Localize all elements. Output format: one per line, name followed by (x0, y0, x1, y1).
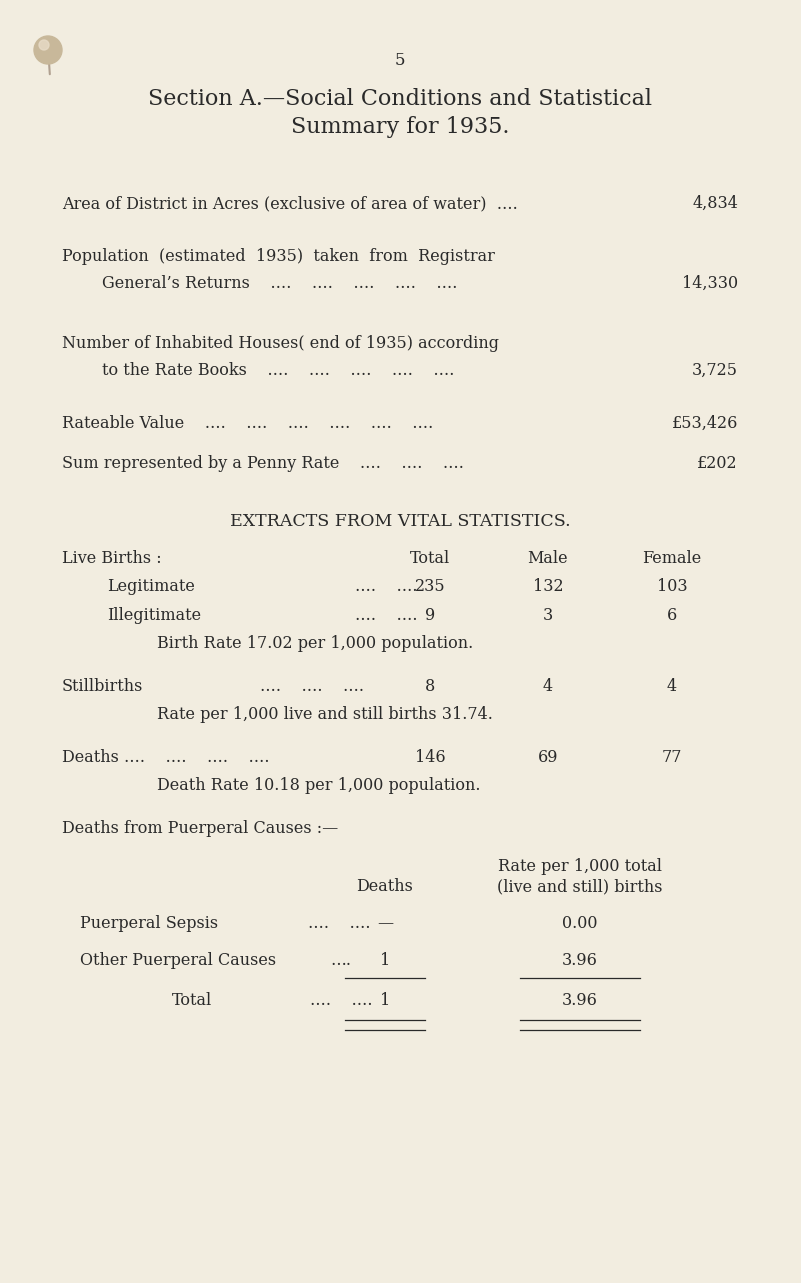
Text: 69: 69 (537, 749, 558, 766)
Text: 14,330: 14,330 (682, 275, 738, 293)
Text: Deaths: Deaths (356, 878, 413, 896)
Text: 3.96: 3.96 (562, 992, 598, 1008)
Text: ….    ….: …. …. (355, 607, 417, 624)
Text: 146: 146 (415, 749, 445, 766)
Text: Area of District in Acres (exclusive of area of water)  ….: Area of District in Acres (exclusive of … (62, 195, 517, 212)
Text: 9: 9 (425, 607, 435, 624)
Text: Rateable Value    ….    ….    ….    ….    ….    ….: Rateable Value …. …. …. …. …. …. (62, 414, 433, 432)
Text: ….    ….    ….: …. …. …. (260, 677, 364, 695)
Text: Section A.—Social Conditions and Statistical: Section A.—Social Conditions and Statist… (148, 89, 652, 110)
Text: ….    ….: …. …. (355, 579, 417, 595)
Text: ….: …. (330, 952, 351, 969)
Text: 132: 132 (533, 579, 563, 595)
Text: Rate per 1,000 total: Rate per 1,000 total (498, 858, 662, 875)
Text: to the Rate Books    ….    ….    ….    ….    ….: to the Rate Books …. …. …. …. …. (102, 362, 454, 378)
Text: Total: Total (410, 550, 450, 567)
Text: Legitimate: Legitimate (107, 579, 195, 595)
Text: 1: 1 (380, 992, 390, 1008)
Text: Total: Total (172, 992, 212, 1008)
Text: Birth Rate 17.02 per 1,000 population.: Birth Rate 17.02 per 1,000 population. (157, 635, 473, 652)
Text: 1: 1 (380, 952, 390, 969)
Text: 3: 3 (543, 607, 553, 624)
Text: £53,426: £53,426 (671, 414, 738, 432)
Circle shape (34, 36, 62, 64)
Text: General’s Returns    ….    ….    ….    ….    ….: General’s Returns …. …. …. …. …. (102, 275, 457, 293)
Text: EXTRACTS FROM VITAL STATISTICS.: EXTRACTS FROM VITAL STATISTICS. (230, 513, 570, 530)
Text: Summary for 1935.: Summary for 1935. (291, 115, 509, 139)
Text: 4: 4 (543, 677, 553, 695)
Text: Puerperal Sepsis: Puerperal Sepsis (80, 915, 218, 931)
Text: 77: 77 (662, 749, 682, 766)
Text: 4,834: 4,834 (692, 195, 738, 212)
Text: ….    ….: …. …. (308, 915, 371, 931)
Text: Illegitimate: Illegitimate (107, 607, 201, 624)
Text: 235: 235 (415, 579, 445, 595)
Text: Live Births :: Live Births : (62, 550, 162, 567)
Text: 0.00: 0.00 (562, 915, 598, 931)
Text: ….    ….: …. …. (310, 992, 372, 1008)
Text: (live and still) births: (live and still) births (497, 878, 662, 896)
Text: Population  (estimated  1935)  taken  from  Registrar: Population (estimated 1935) taken from R… (62, 248, 495, 266)
Text: 5: 5 (395, 53, 405, 69)
Text: Deaths from Puerperal Causes :—: Deaths from Puerperal Causes :— (62, 820, 338, 837)
Text: 103: 103 (657, 579, 687, 595)
Text: 8: 8 (425, 677, 435, 695)
Text: Death Rate 10.18 per 1,000 population.: Death Rate 10.18 per 1,000 population. (157, 777, 481, 794)
Text: Sum represented by a Penny Rate    ….    ….    ….: Sum represented by a Penny Rate …. …. …. (62, 455, 464, 472)
Text: 4: 4 (667, 677, 677, 695)
Text: Female: Female (642, 550, 702, 567)
Text: £202: £202 (698, 455, 738, 472)
Circle shape (39, 40, 49, 50)
Text: Other Puerperal Causes: Other Puerperal Causes (80, 952, 276, 969)
Text: Stillbirths: Stillbirths (62, 677, 143, 695)
Text: Male: Male (528, 550, 569, 567)
Text: 3,725: 3,725 (692, 362, 738, 378)
Text: Deaths ….    ….    ….    ….: Deaths …. …. …. …. (62, 749, 269, 766)
Text: 6: 6 (667, 607, 677, 624)
Text: Number of Inhabited Houses( end of 1935) according: Number of Inhabited Houses( end of 1935)… (62, 335, 499, 352)
Text: 3.96: 3.96 (562, 952, 598, 969)
Text: —: — (377, 915, 393, 931)
Text: Rate per 1,000 live and still births 31.74.: Rate per 1,000 live and still births 31.… (157, 706, 493, 724)
